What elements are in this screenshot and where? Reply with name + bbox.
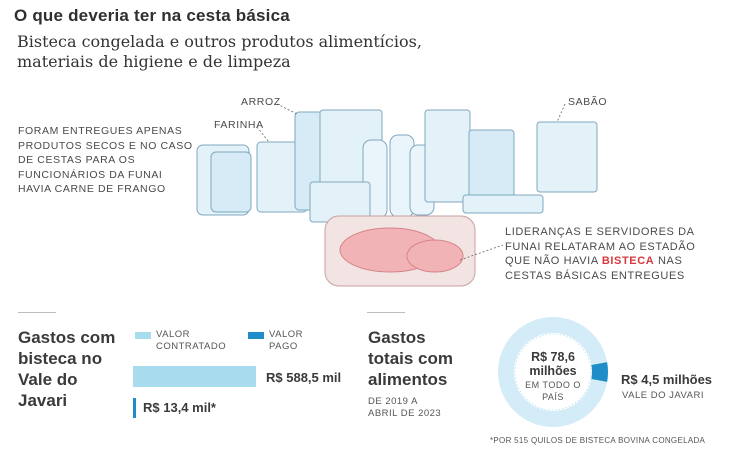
footnote: *POR 515 QUILOS DE BISTECA BOVINA CONGEL… (490, 436, 706, 445)
chart1-title: Gastos com bisteca no Vale do Javari (18, 328, 116, 410)
page-subtitle: Bisteca congelada e outros produtos alim… (17, 32, 422, 71)
donut-part-value: R$ 4,5 milhões (621, 372, 713, 387)
chart2-title: Gastos totais com alimentos (368, 328, 454, 389)
note-left: FORAM ENTREGUES APENAS PRODUTOS SECOS E … (18, 125, 193, 195)
divider-left (18, 312, 56, 313)
legend-swatch-pago (248, 332, 264, 339)
bar-label-contratado: R$ 588,5 mil (266, 370, 342, 385)
donut-center-label: R$ 78,6 milhões EM TODO O PAÍS (513, 350, 593, 403)
page-title: O que deveria ter na cesta básica (14, 6, 290, 25)
donut-slice-vale-do-javari (591, 362, 608, 382)
bar-valor-pago (133, 398, 136, 418)
legend-swatch-contratado (135, 332, 151, 339)
donut-inner-ring (514, 333, 592, 411)
divider-right (367, 312, 405, 313)
label-sabao: SABÃO (568, 96, 608, 108)
donut-total-text: EM TODO O PAÍS (525, 380, 581, 402)
note-right-highlight: BISTECA (601, 255, 655, 267)
bar-label-pago: R$ 13,4 mil* (143, 400, 216, 415)
legend-label-contratado: VALOR CONTRATADO (156, 329, 227, 352)
chart2-subtitle: DE 2019 A ABRIL DE 2023 (368, 396, 442, 419)
donut-part-text: VALE DO JAVARI (622, 390, 704, 401)
note-right-text-2: NAS CESTAS BÁSICAS ENTREGUES (505, 255, 685, 282)
legend-label-pago: VALOR PAGO (269, 329, 304, 352)
label-farinha: FARINHA (214, 119, 264, 131)
note-right-text-1: LIDERANÇAS E SERVIDORES DA FUNAI RELATAR… (505, 226, 696, 267)
donut-total-value: R$ 78,6 milhões (529, 350, 577, 378)
bar-valor-contratado (133, 366, 256, 387)
basket-products-illustration (196, 103, 598, 287)
donut-chart (498, 317, 608, 427)
label-arroz: ARROZ (241, 96, 281, 108)
note-right: LIDERANÇAS E SERVIDORES DA FUNAI RELATAR… (505, 225, 710, 283)
